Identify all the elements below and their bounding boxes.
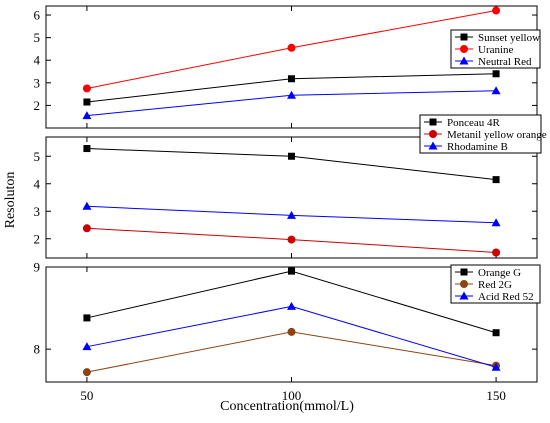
legend-label-metanil-yellow-orange: Metanil yellow orange	[447, 129, 547, 141]
y-tick-label: 6	[34, 8, 41, 23]
point-uranine	[287, 43, 296, 52]
point-orange-g	[288, 267, 295, 275]
legend-label-neutral-red: Neutral Red	[478, 56, 532, 68]
x-axis-title: Concentration(mmol/L)	[220, 399, 354, 414]
legend-marker-ponceau-4r	[429, 118, 437, 126]
series-line-orange-g	[86, 270, 497, 334]
legend-label-orange-g: Orange G	[478, 267, 521, 279]
point-neutral-red	[287, 90, 296, 99]
legend-marker-acid-red-52	[459, 291, 469, 300]
point-ponceau-4r	[492, 176, 500, 184]
point-neutral-red	[491, 86, 501, 95]
y-axis-title: Resoluton	[3, 172, 18, 229]
legend-label-acid-red-52: Acid Red 52	[478, 291, 534, 303]
legend-marker-orange-g	[460, 268, 468, 276]
y-tick-label: 3	[34, 204, 41, 219]
point-metanil-yellow-orange	[287, 235, 296, 244]
point-ponceau-4r	[83, 145, 91, 153]
legend-marker-rhodamine-b	[428, 141, 438, 150]
point-metanil-yellow-orange	[82, 224, 91, 233]
point-neutral-red	[82, 111, 92, 120]
y-tick-label: 8	[34, 342, 41, 357]
series-line-red-2g	[86, 331, 497, 373]
y-tick-label: 4	[34, 53, 41, 68]
legend-label-uranine: Uranine	[478, 44, 514, 56]
point-ponceau-4r	[288, 152, 295, 160]
point-rhodamine-b	[287, 210, 296, 219]
x-tick-label: 50	[80, 388, 93, 403]
point-red-2g	[287, 327, 296, 336]
point-metanil-yellow-orange	[492, 248, 501, 257]
legend-marker-sunset-yellow	[460, 33, 468, 41]
x-tick-label: 150	[486, 388, 506, 403]
y-tick-label: 2	[34, 98, 41, 113]
point-red-2g	[82, 368, 91, 377]
point-rhodamine-b	[82, 201, 92, 210]
legend-label-ponceau-4r: Ponceau 4R	[447, 117, 501, 129]
x-tick-label: 100	[282, 388, 302, 403]
y-tick-label: 2	[34, 231, 41, 246]
point-orange-g	[492, 329, 500, 337]
point-acid-red-52	[82, 342, 92, 351]
legend-marker-metanil-yellow-orange	[429, 130, 437, 138]
point-orange-g	[83, 314, 91, 322]
legend-label-rhodamine-b: Rhodamine B	[447, 141, 508, 153]
y-tick-label: 4	[34, 176, 41, 191]
point-uranine	[492, 6, 501, 15]
legend-label-sunset-yellow: Sunset yellow	[478, 32, 540, 44]
point-sunset-yellow	[83, 98, 91, 106]
point-sunset-yellow	[492, 70, 500, 78]
x-axis: 50 100 150	[80, 388, 505, 403]
legend-marker-uranine	[460, 45, 468, 53]
y-tick-label: 5	[34, 149, 41, 164]
point-acid-red-52	[491, 362, 501, 371]
y-tick-label: 3	[34, 75, 41, 90]
y-tick-label: 5	[34, 30, 41, 45]
legend-marker-neutral-red	[459, 56, 469, 65]
legend-label-red-2g: Red 2G	[478, 279, 512, 291]
point-uranine	[82, 84, 91, 93]
point-rhodamine-b	[491, 218, 501, 227]
series-line-acid-red-52	[86, 305, 497, 368]
legend-marker-red-2g	[460, 280, 468, 288]
point-acid-red-52	[287, 301, 296, 310]
point-sunset-yellow	[288, 75, 295, 83]
y-tick-label: 9	[34, 260, 41, 275]
